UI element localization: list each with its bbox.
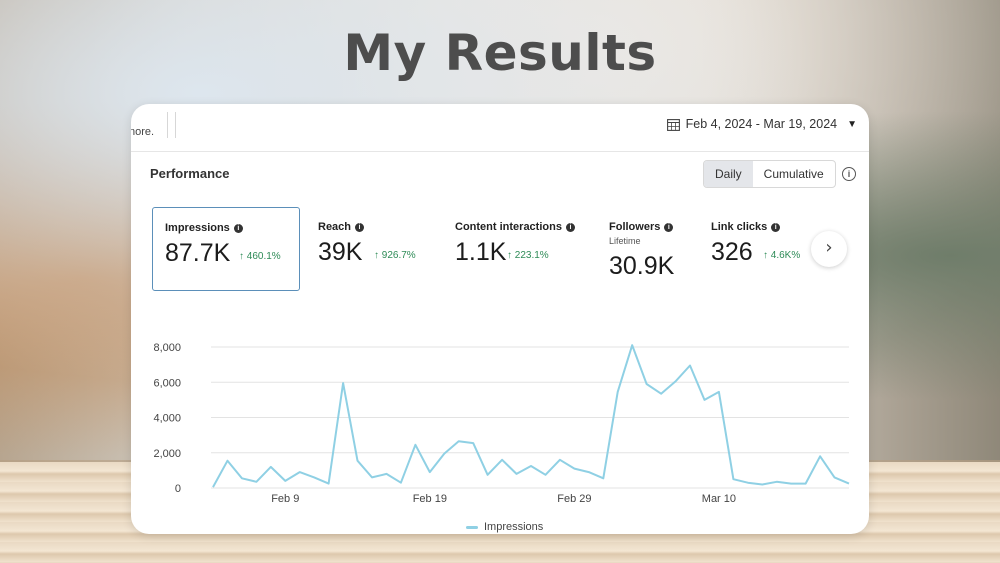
metric-sublabel: Lifetime	[609, 236, 641, 246]
x-tick-label: Feb 29	[557, 493, 591, 505]
legend-swatch	[466, 525, 478, 529]
y-tick-label: 2,000	[153, 448, 181, 460]
chevron-right-icon[interactable]: ›	[811, 231, 847, 267]
x-tick-label: Mar 10	[702, 493, 736, 505]
divider	[175, 112, 176, 138]
metric-label: Followers i	[609, 221, 674, 233]
truncated-text: nore.	[131, 126, 155, 138]
caret-down-icon: ▼	[847, 118, 857, 130]
x-tick-label: Feb 9	[271, 493, 299, 505]
metric-reach[interactable]: Reach i 39K ↑ 926.7%	[306, 207, 436, 291]
info-icon: i	[355, 222, 365, 232]
daily-toggle-button[interactable]: Daily	[704, 161, 753, 187]
metric-change: ↑ 4.6K%	[763, 250, 801, 261]
metric-label: Link clicks i	[711, 221, 781, 233]
info-icon: i	[565, 222, 575, 232]
metric-value: 326	[711, 238, 753, 266]
metric-value: 87.7K	[165, 239, 231, 267]
info-icon: i	[771, 222, 781, 232]
info-icon: i	[233, 223, 243, 233]
metric-impressions[interactable]: Impressions i 87.7K ↑ 460.1%	[152, 207, 300, 291]
metric-change: ↑ 223.1%	[507, 250, 549, 261]
performance-heading: Performance	[150, 166, 230, 181]
y-tick-label: 0	[175, 483, 181, 495]
y-tick-label: 8,000	[153, 342, 181, 354]
metric-value: 39K	[318, 238, 363, 266]
info-icon[interactable]: i	[842, 167, 856, 181]
cumulative-toggle-button[interactable]: Cumulative	[763, 167, 824, 181]
metric-value: 1.1K	[455, 238, 507, 266]
impressions-line-chart: 0 2,000 4,000 6,000 8,000 Feb 9 Feb 19 Feb 29 Ma…	[153, 342, 850, 505]
chart-legend[interactable]: Impressions	[466, 521, 543, 533]
y-tick-label: 6,000	[153, 377, 181, 389]
insights-card: nore. Feb 4, 2024 - Mar 19, 2024 ▼ Perfo…	[131, 104, 869, 534]
page-title: My Results	[343, 24, 657, 82]
metric-change: ↑ 460.1%	[239, 251, 281, 262]
metric-label: Content interactions i	[455, 221, 575, 233]
impressions-series-line	[212, 344, 850, 488]
metric-value: 30.9K	[609, 252, 675, 280]
calendar-icon	[666, 118, 680, 131]
metric-content-interactions[interactable]: Content interactions i 1.1K ↑ 223.1%	[443, 207, 591, 291]
card-top-bar: nore. Feb 4, 2024 - Mar 19, 2024 ▼	[131, 104, 869, 152]
metric-label: Reach i	[318, 221, 365, 233]
date-range-text: Feb 4, 2024 - Mar 19, 2024	[685, 117, 838, 131]
info-icon: i	[664, 222, 674, 232]
divider	[167, 112, 168, 138]
metric-followers[interactable]: Followers i Lifetime 30.9K	[597, 207, 697, 291]
date-range-picker[interactable]: Feb 4, 2024 - Mar 19, 2024 ▼	[666, 117, 857, 131]
metric-link-clicks[interactable]: Link clicks i 326 ↑ 4.6K%	[699, 207, 811, 291]
metric-label: Impressions i	[165, 222, 243, 234]
legend-label: Impressions	[484, 521, 544, 533]
x-tick-label: Feb 19	[413, 493, 447, 505]
metric-change: ↑ 926.7%	[374, 250, 416, 261]
y-tick-label: 4,000	[153, 413, 181, 425]
view-toggle: Daily Cumulative	[703, 160, 836, 188]
